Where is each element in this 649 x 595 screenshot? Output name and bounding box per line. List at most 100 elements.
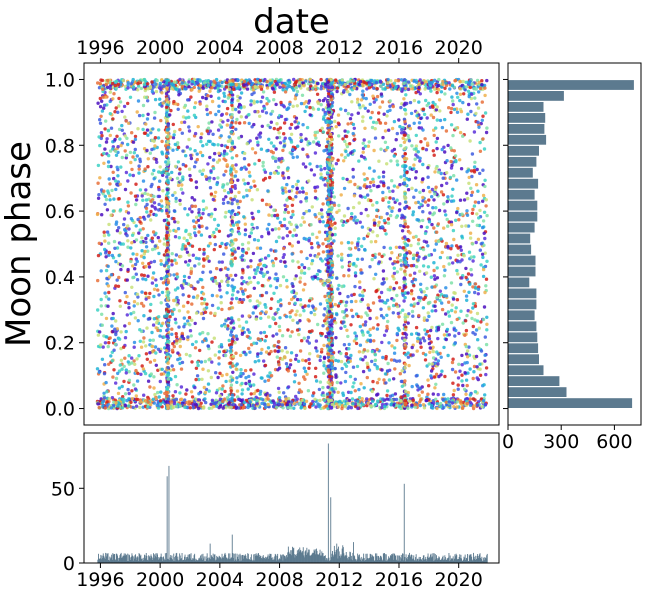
scatter-point <box>446 353 450 358</box>
scatter-point <box>254 341 259 345</box>
scatter-point <box>452 237 456 242</box>
scatter-point <box>103 194 108 198</box>
scatter-point <box>443 92 447 96</box>
scatter-point <box>430 309 434 313</box>
scatter-point <box>409 243 413 248</box>
scatter-point <box>427 337 432 341</box>
scatter-point <box>281 191 285 195</box>
scatter-point <box>112 239 117 244</box>
scatter-point <box>480 83 484 87</box>
scatter-point <box>337 283 341 288</box>
scatter-point <box>148 360 153 364</box>
scatter-point <box>186 98 190 102</box>
scatter-point <box>177 93 181 97</box>
scatter-point <box>226 280 230 284</box>
scatter-point <box>267 137 271 141</box>
scatter-point <box>318 358 322 363</box>
scatter-point <box>153 392 157 397</box>
scatter-point <box>390 344 394 348</box>
scatter-point <box>160 91 164 95</box>
scatter-point <box>156 390 160 395</box>
scatter-point <box>137 354 141 358</box>
scatter-point <box>302 366 306 370</box>
scatter-point <box>170 332 174 336</box>
scatter-point <box>128 173 132 177</box>
scatter-point <box>432 133 436 138</box>
scatter-point <box>257 158 261 163</box>
scatter-point <box>439 90 444 94</box>
scatter-point <box>453 334 457 338</box>
scatter-point <box>253 360 257 364</box>
scatter-point <box>473 304 478 308</box>
scatter-point <box>190 210 194 214</box>
scatter-point <box>170 252 174 256</box>
scatter-point <box>364 96 368 101</box>
scatter-point <box>249 99 253 103</box>
scatter-point <box>144 344 148 348</box>
scatter-point <box>132 304 136 308</box>
scatter-point <box>176 227 181 231</box>
scatter-point <box>398 223 403 228</box>
scatter-point <box>358 343 363 347</box>
scatter-point <box>235 337 239 341</box>
scatter-point <box>467 345 471 349</box>
scatter-point <box>294 93 299 97</box>
scatter-point <box>119 143 123 148</box>
scatter-point <box>421 210 425 214</box>
scatter-point <box>369 180 373 185</box>
scatter-point <box>291 209 295 214</box>
scatter-point <box>295 328 300 332</box>
scatter-point <box>394 138 398 142</box>
scatter-point <box>252 238 257 242</box>
scatter-point <box>430 195 434 199</box>
scatter-point <box>307 209 311 213</box>
scatter-point <box>485 259 489 263</box>
scatter-point <box>188 329 193 333</box>
scatter-point <box>178 339 182 343</box>
scatter-point <box>337 208 341 213</box>
scatter-point <box>190 395 195 399</box>
scatter-point <box>370 110 374 115</box>
scatter-point <box>187 125 191 129</box>
scatter-point <box>171 368 176 372</box>
scatter-point <box>162 335 166 339</box>
scatter-point <box>402 299 406 303</box>
scatter-point <box>466 272 471 276</box>
scatter-point <box>370 359 374 364</box>
scatter-point <box>102 391 106 395</box>
scatter-point <box>106 304 110 308</box>
scatter-point <box>137 171 141 175</box>
scatter-point <box>165 390 169 395</box>
scatter-point <box>476 106 481 110</box>
scatter-point <box>455 178 459 182</box>
scatter-point <box>474 328 479 332</box>
scatter-point <box>124 300 128 305</box>
scatter-point <box>236 178 240 182</box>
scatter-point <box>350 241 354 245</box>
scatter-point <box>303 369 308 374</box>
scatter-point <box>449 223 454 227</box>
scatter-point <box>416 242 421 246</box>
scatter-point <box>138 405 142 410</box>
scatter-point <box>156 328 160 333</box>
scatter-point <box>484 204 488 208</box>
scatter-point <box>277 235 281 239</box>
scatter-point <box>350 212 354 216</box>
scatter-point <box>263 263 267 268</box>
scatter-point <box>471 406 476 411</box>
scatter-point <box>171 193 175 197</box>
scatter-point <box>154 283 159 288</box>
scatter-point <box>203 397 207 401</box>
scatter-point <box>115 134 119 138</box>
scatter-point <box>253 109 257 114</box>
scatter-point <box>192 198 197 202</box>
scatter-point <box>351 205 356 210</box>
scatter-point <box>363 323 367 327</box>
scatter-point <box>320 215 324 219</box>
scatter-point <box>282 139 286 143</box>
scatter-point <box>216 375 220 380</box>
scatter-point <box>156 235 160 240</box>
scatter-point <box>407 312 411 316</box>
scatter-point <box>243 151 247 156</box>
scatter-point <box>100 357 105 361</box>
